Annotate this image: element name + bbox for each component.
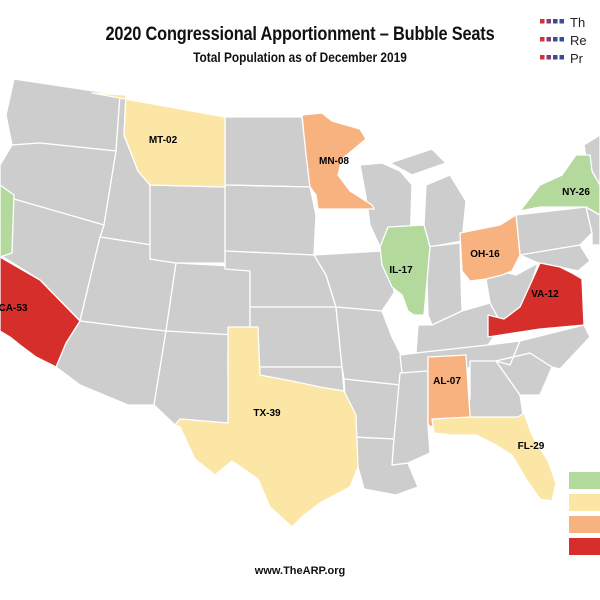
state-label-oh: OH-16 <box>470 249 500 260</box>
state-label-tx: TX-39 <box>253 408 281 419</box>
legend-swatch-red <box>569 538 600 555</box>
map-title: 2020 Congressional Apportionment – Bubbl… <box>105 24 495 45</box>
footer-url: www.TheARP.org <box>254 565 346 577</box>
state-CA <box>0 256 81 368</box>
state-label-al: AL-07 <box>433 376 461 387</box>
logo-square <box>546 19 551 24</box>
state-IL <box>379 224 431 316</box>
state-SD <box>224 184 317 256</box>
state-NY <box>519 154 600 216</box>
arp-logo: Th Re Pr <box>538 14 600 70</box>
logo-text-line-3: Pr <box>570 51 583 66</box>
state-IN <box>425 242 463 326</box>
state-label-mn: MN-08 <box>319 156 349 167</box>
state-label-ca: CA-53 <box>0 303 28 314</box>
logo-square <box>559 55 564 60</box>
logo-text-line-1: Th <box>570 15 586 30</box>
state-OH <box>459 214 521 282</box>
state-label-va: VA-12 <box>531 289 559 300</box>
state-MN <box>301 112 375 210</box>
logo-square <box>546 55 551 60</box>
state-MD <box>519 244 591 272</box>
state-NC <box>495 324 591 370</box>
state-label-fl: FL-29 <box>518 441 545 452</box>
logo-square <box>553 19 558 24</box>
logo-square <box>553 37 558 42</box>
legend-swatch-yellow <box>569 494 600 511</box>
logo-square <box>546 37 551 42</box>
state-NM <box>153 330 236 426</box>
legend-swatch-orange <box>569 516 600 533</box>
legend-swatch-green <box>569 472 600 489</box>
logo-square <box>559 37 564 42</box>
logo-dot-grid <box>540 19 564 60</box>
state-OR-accent <box>0 184 15 258</box>
logo-square <box>540 55 545 60</box>
state-MO <box>335 306 407 386</box>
logo-text-line-2: Re <box>570 33 587 48</box>
logo-square <box>540 37 545 42</box>
us-map: MT-02 MN-08 NY-26 IL-17 OH-16 VA-12 CA-5… <box>0 78 600 528</box>
state-label-il: IL-17 <box>389 265 413 276</box>
map-subtitle: Total Population as of December 2019 <box>193 50 407 65</box>
state-WA <box>5 78 121 152</box>
state-CO <box>165 262 251 338</box>
state-FL <box>431 412 557 502</box>
logo-square <box>553 55 558 60</box>
state-WY <box>149 184 226 264</box>
state-KS <box>249 306 343 368</box>
state-label-ny: NY-26 <box>562 187 590 198</box>
logo-square <box>540 19 545 24</box>
state-VA <box>487 262 585 338</box>
logo-square <box>559 19 564 24</box>
state-TX <box>174 326 359 528</box>
state-label-mt: MT-02 <box>149 135 178 146</box>
state-ND <box>224 116 311 188</box>
state-MT <box>91 92 226 188</box>
